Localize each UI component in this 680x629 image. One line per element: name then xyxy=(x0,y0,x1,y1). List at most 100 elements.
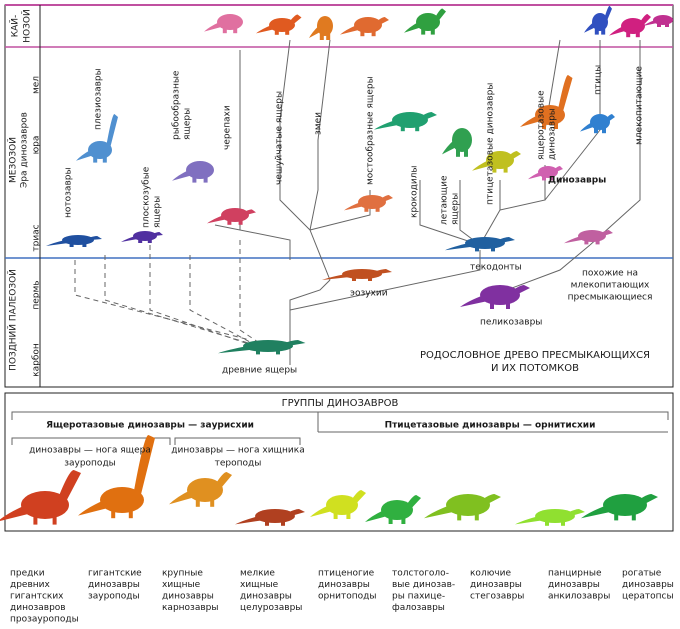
group-caption: динозавры xyxy=(548,580,600,590)
group-caption: вые динозав- xyxy=(392,580,455,590)
animal-figure xyxy=(445,237,515,252)
tree-title: И ИХ ПОТОМКОВ xyxy=(491,363,579,374)
subgroup-label: зауроподы xyxy=(64,459,116,469)
tree-label: птицы xyxy=(594,65,604,95)
group-caption: динозавров xyxy=(10,603,66,613)
animal-figure xyxy=(365,495,421,524)
animal-figure xyxy=(169,472,232,507)
group-caption: динозавры xyxy=(162,592,214,602)
group-caption: хищные xyxy=(240,580,279,590)
group-caption: птиценогие xyxy=(318,569,375,579)
animal-figure xyxy=(404,8,446,35)
group-caption: орнитоподы xyxy=(318,592,376,602)
animal-figure xyxy=(424,494,501,521)
groups-frame xyxy=(4,392,674,532)
tree-label: похожие на xyxy=(582,269,638,279)
tree-title: РОДОСЛОВНОЕ ДРЕВО ПРЕСМЫКАЮЩИХСЯ xyxy=(420,350,650,361)
group-caption: ры пахице- xyxy=(392,592,445,602)
tree-label: крокодилы xyxy=(410,165,420,218)
animal-figure xyxy=(515,509,585,526)
tree-label: ящеры xyxy=(183,108,193,140)
group-caption: крупные xyxy=(162,569,203,579)
tree-frame xyxy=(4,4,674,388)
tree-label: ящеры xyxy=(451,193,461,225)
animal-figure xyxy=(520,75,573,129)
group-caption: фалозавры xyxy=(392,603,445,613)
group-caption: динозавры xyxy=(622,580,674,590)
animal-figure xyxy=(344,195,393,212)
subgroup-label: динозавры — нога хищника xyxy=(171,446,304,456)
group-caption: рогатые xyxy=(622,569,662,579)
tree-label: нотозавры xyxy=(64,167,74,218)
tree-label: ящеротазовые xyxy=(537,90,547,160)
era-label: КАЙ- xyxy=(9,15,21,38)
tree-label: змеи xyxy=(314,112,324,135)
era-label: ПОЗДНИЙ ПАЛЕОЗОЙ xyxy=(7,269,19,371)
group-caption: анкилозавры xyxy=(548,592,610,602)
tree-label: древние ящеры xyxy=(222,366,297,376)
tree-label: птицетазовые динозавры xyxy=(486,83,496,205)
tree-label: текодонты xyxy=(470,263,522,273)
group-caption: панцирные xyxy=(548,569,602,579)
animal-figure xyxy=(584,5,612,35)
group-caption: древних xyxy=(10,580,51,590)
period-label: триас xyxy=(32,224,42,251)
group-caption: карнозавры xyxy=(162,603,218,613)
subgroup-label: динозавры — нога ящера xyxy=(29,446,151,456)
animal-figure xyxy=(310,490,366,519)
period-label: карбон xyxy=(32,343,42,377)
tree-label: рыбообразные xyxy=(172,70,182,140)
animal-figure xyxy=(528,166,563,181)
group-caption: гигантские xyxy=(88,569,142,579)
tree-label: чешуйчатые ящеры xyxy=(275,91,285,185)
groups-title: ГРУППЫ ДИНОЗАВРОВ xyxy=(282,398,399,409)
animal-figure xyxy=(76,114,118,163)
animal-figure xyxy=(172,161,214,183)
tree-label: млекопитающие xyxy=(635,66,645,145)
era-label: МЕЗОЗОЙ xyxy=(7,137,19,183)
tree-label: летающие xyxy=(440,175,450,225)
animal-figure xyxy=(0,470,81,525)
tree-label: черепахи xyxy=(223,105,233,150)
group-heading: Ящеротазовые динозавры — заурисхии xyxy=(46,421,254,431)
subgroup-label: тероподы xyxy=(215,459,262,469)
group-caption: прозауроподы xyxy=(10,615,79,625)
animal-figure xyxy=(78,435,155,519)
animal-figure xyxy=(580,114,615,134)
tree-label: млекопитающих xyxy=(571,281,650,291)
tree-label: плезиозавры xyxy=(94,68,104,130)
tree-label: эозухии xyxy=(350,289,388,299)
tree-label: Динозавры xyxy=(548,176,606,186)
group-caption: толстоголо- xyxy=(392,569,449,579)
tree-label: плоскозубые xyxy=(142,166,152,228)
tree-label: пеликозавры xyxy=(480,318,542,328)
group-caption: цератопсы xyxy=(622,592,674,602)
era-label: НОЗОЙ xyxy=(21,9,33,42)
animal-figure xyxy=(207,208,256,225)
group-brackets xyxy=(11,411,669,445)
animal-figure xyxy=(309,16,333,40)
animal-figure xyxy=(322,269,392,281)
group-caption: динозавры xyxy=(470,580,522,590)
animal-figure xyxy=(218,340,306,355)
group-caption: динозавры xyxy=(88,580,140,590)
animal-figure xyxy=(46,235,102,247)
animal-figure xyxy=(235,509,305,526)
group-caption: динозавры xyxy=(318,580,370,590)
group-caption: колючие xyxy=(470,569,511,579)
animal-figure xyxy=(643,15,673,27)
animal-figure xyxy=(121,231,163,243)
animal-figure xyxy=(472,151,521,173)
animal-figure xyxy=(374,112,437,132)
tree-label: пресмыкающиеся xyxy=(568,293,653,303)
tree-label: динозавры xyxy=(548,108,558,160)
group-caption: зауроподы xyxy=(88,592,140,602)
group-caption: целурозавры xyxy=(240,603,302,613)
period-label: пермь xyxy=(32,280,42,309)
animal-figure xyxy=(460,285,530,309)
animal-figure xyxy=(442,128,472,157)
tree-label: ящеры xyxy=(153,196,163,228)
animal-figure xyxy=(256,14,302,35)
animal-figure xyxy=(340,17,389,37)
